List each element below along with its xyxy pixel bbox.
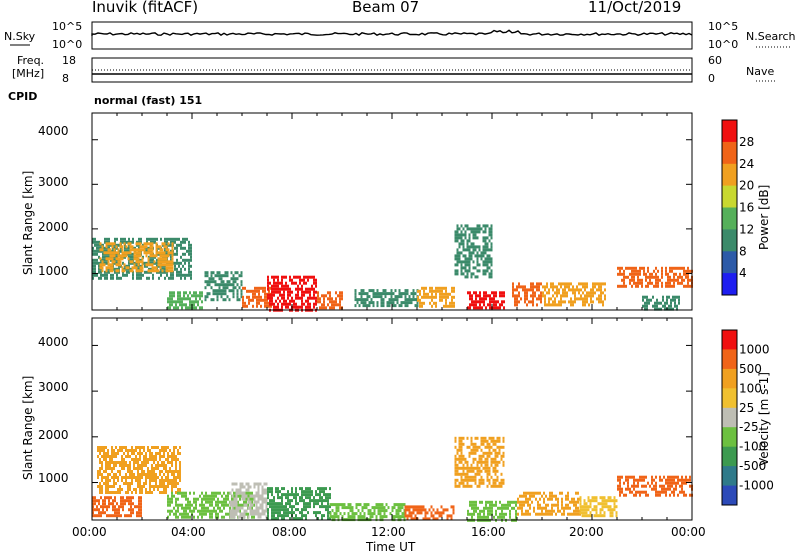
velocity-region-4: [267, 487, 331, 521]
nsearch-label: N.Search: [746, 30, 796, 43]
power-colorbar-tick: 16: [739, 201, 754, 215]
power-colorbar-cell: [722, 120, 737, 143]
velocity-colorbar-cell: [722, 407, 737, 428]
velocity-colorbar-cell: [722, 388, 737, 409]
nsky-tick-top: 10^5: [52, 20, 83, 33]
power-colorbar-cell: [722, 229, 737, 252]
power-colorbar-tick: 28: [739, 135, 754, 149]
velocity-region-11: [617, 475, 693, 497]
cpid-value: normal (fast) 151: [94, 94, 203, 107]
power-region-13: [617, 266, 693, 288]
velocity-region-6: [404, 505, 455, 521]
velocity-colorbar-cell: [722, 427, 737, 448]
freq-unit-label: [MHz]: [12, 67, 45, 80]
power-region-11: [512, 282, 542, 307]
velocity-colorbar-tick: 1000: [739, 342, 770, 356]
power-region-3: [204, 271, 243, 302]
nsky-line: [91, 29, 693, 37]
power-ytick-3000: 3000: [38, 175, 69, 189]
power-region-2: [167, 291, 203, 310]
power-colorbar-cell: [722, 207, 737, 230]
freq-label: Freq.: [17, 54, 45, 67]
xaxis-label: Time UT: [366, 540, 416, 554]
velocity-colorbar-tick: 500: [739, 362, 762, 376]
xtick-6: 00:00: [671, 525, 706, 539]
velocity-colorbar-tick: 25: [739, 401, 754, 415]
power-region-12: [542, 282, 606, 307]
nsearch-tick-top: 10^5: [708, 20, 739, 33]
station-title: Inuvik (fitACF): [92, 0, 199, 16]
velocity-plot-frame: [91, 317, 693, 521]
freq-tick-bottom: 8: [62, 72, 69, 85]
velocity-ytick-4000: 4000: [38, 335, 69, 349]
xtick-4: 16:00: [471, 525, 506, 539]
nave-tick-top: 60: [708, 54, 722, 67]
velocity-colorbar-cell: [722, 466, 737, 486]
velocity-colorbar-tick: -100: [739, 440, 766, 454]
xtick-2: 08:00: [272, 525, 307, 539]
power-region-7: [354, 289, 419, 308]
power-colorbar-cell: [722, 141, 737, 165]
power-region-9: [454, 224, 493, 279]
xtick-3: 12:00: [371, 525, 406, 539]
velocity-region-10: [579, 496, 618, 518]
velocity-region-0: [97, 446, 181, 494]
beam-title: Beam 07: [352, 0, 420, 16]
nave-tick-bottom: 0: [708, 72, 715, 85]
velocity-region-1: [92, 496, 142, 518]
power-region-1: [99, 242, 174, 273]
power-region-8: [417, 286, 455, 308]
power-colorbar-cell: [722, 163, 737, 187]
xtick-0: 00:00: [72, 525, 107, 539]
noise-panel-frame: [91, 21, 693, 50]
nave-label: Nave: [746, 65, 775, 78]
velocity-ytick-1000: 1000: [38, 471, 69, 485]
power-colorbar-cell: [722, 273, 737, 296]
velocity-colorbar-cell: [722, 368, 737, 389]
power-region-14: [642, 295, 680, 311]
power-plot-frame: [91, 112, 693, 311]
power-ytick-4000: 4000: [38, 124, 69, 138]
velocity-colorbar-tick: -500: [739, 459, 766, 473]
velocity-colorbar-tick: -25: [739, 420, 759, 434]
power-colorbar-tick: 8: [739, 244, 747, 258]
velocity-colorbar-cell: [722, 485, 737, 506]
power-region-10: [467, 291, 505, 310]
velocity-colorbar-tick: 100: [739, 381, 762, 395]
velocity-colorbar-cell: [722, 446, 737, 467]
xtick-5: 20:00: [569, 525, 604, 539]
power-colorbar-tick: 24: [739, 157, 754, 171]
power-colorbar-cell: [722, 185, 737, 208]
velocity-colorbar-cell: [722, 349, 737, 370]
power-colorbar-tick: 12: [739, 222, 754, 236]
freq-tick-top: 18: [62, 54, 76, 67]
nsky-tick-bottom: 10^0: [52, 38, 83, 51]
velocity-region-3: [229, 482, 268, 519]
power-colorbar-frame: [721, 119, 738, 296]
velocity-colorbar-frame: [721, 329, 738, 506]
velocity-colorbar-tick: -1000: [739, 479, 774, 493]
power-region-6: [317, 291, 343, 310]
power-colorbar-cell: [722, 251, 737, 274]
power-colorbar-tick: 20: [739, 179, 754, 193]
xtick-1: 04:00: [171, 525, 206, 539]
nsky-label: N.Sky: [4, 30, 36, 43]
power-ytick-2000: 2000: [38, 220, 69, 234]
nsearch-tick-bottom: 10^0: [708, 38, 739, 51]
cpid-label: CPID: [8, 90, 38, 103]
velocity-region-9: [517, 491, 581, 516]
velocity-ytick-2000: 2000: [38, 428, 69, 442]
velocity-ytick-3000: 3000: [38, 380, 69, 394]
power-ytick-1000: 1000: [38, 264, 69, 278]
date-title: 11/Oct/2019: [588, 0, 682, 16]
velocity-region-7: [454, 436, 505, 488]
velocity-colorbar-cell: [722, 330, 737, 350]
power-colorbar-tick: 4: [739, 266, 747, 280]
